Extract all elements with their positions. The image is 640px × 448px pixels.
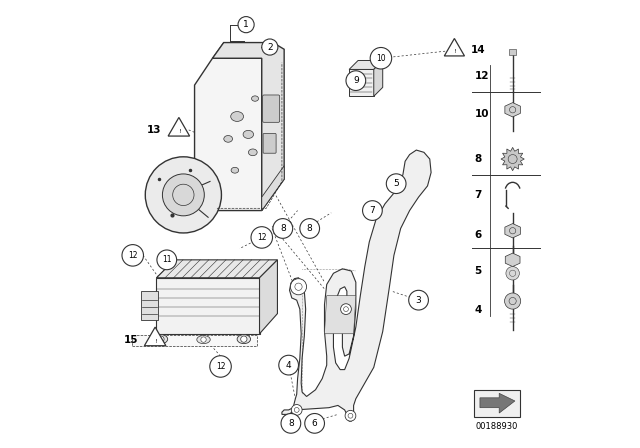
Circle shape [370,47,392,69]
Polygon shape [505,103,520,117]
Circle shape [241,336,247,342]
Text: 10: 10 [475,109,489,119]
Circle shape [506,267,520,280]
Polygon shape [505,253,520,267]
Ellipse shape [224,135,232,142]
Polygon shape [480,393,515,413]
Text: 12: 12 [216,362,225,371]
Circle shape [305,414,324,433]
Ellipse shape [231,168,239,173]
Polygon shape [195,58,262,211]
Text: 11: 11 [162,255,172,264]
Polygon shape [157,260,278,278]
Circle shape [262,39,278,55]
Polygon shape [262,166,284,211]
Text: 7: 7 [475,190,482,200]
Ellipse shape [197,336,210,344]
Text: 14: 14 [470,45,485,55]
Circle shape [163,174,204,216]
Circle shape [279,355,298,375]
Circle shape [340,304,351,314]
Circle shape [346,71,365,90]
Polygon shape [168,117,189,136]
Circle shape [281,414,301,433]
Text: 8: 8 [475,154,482,164]
Bar [132,335,257,346]
Circle shape [238,17,254,33]
Text: 7: 7 [369,206,375,215]
Text: 4: 4 [286,361,291,370]
Circle shape [210,356,231,377]
Polygon shape [349,60,383,69]
Circle shape [157,250,177,270]
Text: 13: 13 [147,125,162,135]
Bar [509,49,516,55]
Ellipse shape [237,335,251,344]
Ellipse shape [252,96,259,101]
Text: !: ! [453,49,456,55]
Circle shape [201,337,206,342]
Ellipse shape [243,130,253,138]
Text: 12: 12 [257,233,266,242]
Text: 15: 15 [124,335,138,345]
Circle shape [362,201,382,220]
Polygon shape [505,224,520,238]
Text: 5: 5 [394,179,399,188]
Circle shape [504,293,521,309]
Text: !: ! [177,129,180,134]
Ellipse shape [154,335,168,344]
Bar [474,390,520,417]
Circle shape [300,219,319,238]
Text: 8: 8 [280,224,285,233]
Text: 1: 1 [243,20,249,29]
Polygon shape [141,291,158,320]
Circle shape [291,405,302,415]
Circle shape [145,157,221,233]
Text: 8: 8 [288,419,294,428]
Text: 3: 3 [416,296,421,305]
Polygon shape [212,43,284,211]
Polygon shape [282,150,431,421]
Text: 12: 12 [475,71,489,81]
Circle shape [251,227,273,248]
FancyBboxPatch shape [263,134,276,153]
Ellipse shape [248,149,257,156]
Polygon shape [324,296,356,334]
Text: 00188930: 00188930 [476,422,518,431]
Circle shape [122,245,143,266]
Circle shape [387,174,406,194]
Polygon shape [157,278,260,334]
Circle shape [409,290,428,310]
Text: 12: 12 [128,251,138,260]
Text: 8: 8 [307,224,312,233]
Text: 5: 5 [475,266,482,276]
Text: 4: 4 [475,305,482,315]
Polygon shape [374,60,383,96]
Polygon shape [444,39,465,56]
Circle shape [273,219,292,238]
Polygon shape [260,260,278,334]
Ellipse shape [230,112,244,121]
Text: 9: 9 [353,76,358,85]
Circle shape [158,336,164,342]
Polygon shape [145,327,166,346]
Text: !: ! [154,339,156,344]
Text: 6: 6 [475,230,482,240]
Text: 10: 10 [376,54,386,63]
FancyBboxPatch shape [262,95,280,122]
Polygon shape [212,43,273,58]
Text: 6: 6 [312,419,317,428]
Circle shape [345,410,356,421]
Circle shape [291,279,307,295]
Polygon shape [349,69,374,96]
Polygon shape [501,147,524,171]
Text: 2: 2 [267,43,273,52]
